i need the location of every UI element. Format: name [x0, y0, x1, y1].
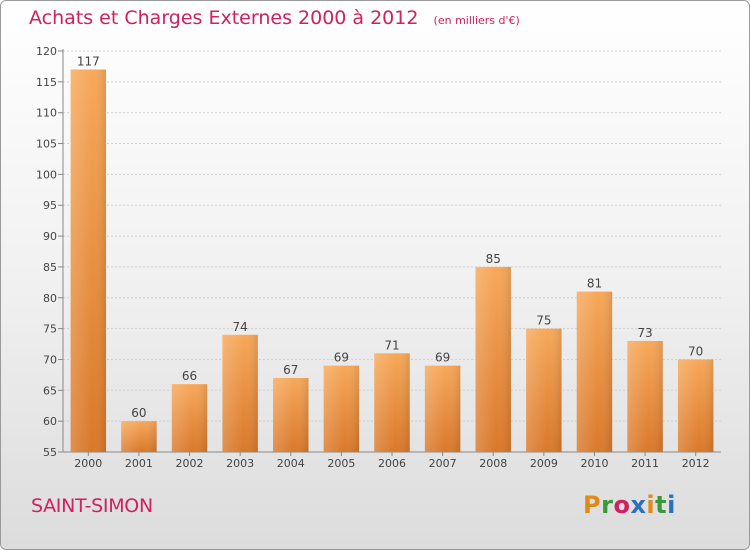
bars: [70, 69, 714, 452]
chart-title: Achats et Charges Externes 2000 à 2012: [29, 7, 419, 29]
bar-shade: [121, 421, 157, 452]
y-tick-label: 75: [43, 323, 57, 336]
y-tick-label: 90: [43, 230, 57, 243]
y-tick-label: 95: [43, 199, 57, 212]
x-tick-label: 2007: [429, 457, 457, 470]
data-label: 70: [688, 344, 703, 358]
proxiti-logo[interactable]: Proxiti: [583, 491, 676, 519]
bar-shade: [374, 353, 410, 452]
logo-letter: o: [613, 491, 631, 519]
y-tick-label: 120: [36, 45, 57, 58]
x-tick-label: 2011: [631, 457, 659, 470]
data-label: 69: [435, 351, 450, 365]
y-tick-label: 55: [43, 446, 57, 459]
bar-shade: [576, 291, 613, 452]
y-tick-label: 105: [36, 138, 57, 151]
y-tick-label: 100: [36, 168, 57, 181]
bar-shade: [323, 365, 360, 452]
bar-shade: [424, 365, 461, 452]
commune-name: SAINT-SIMON: [31, 495, 153, 517]
x-tick-label: 2009: [530, 457, 558, 470]
logo-letter: i: [667, 491, 676, 519]
x-tick-label: 2001: [125, 457, 153, 470]
x-tick-label: 2012: [682, 457, 710, 470]
bar-shade: [222, 334, 258, 452]
logo-letter: r: [601, 491, 614, 519]
x-tick-label: 2002: [176, 457, 204, 470]
bar-shade: [171, 384, 208, 452]
y-tick-label: 65: [43, 384, 57, 397]
chart-subtitle: (en milliers d'€): [433, 14, 520, 27]
x-tick-label: 2006: [378, 457, 406, 470]
data-label: 85: [486, 252, 501, 266]
x-tick-label: 2010: [580, 457, 608, 470]
y-tick-label: 60: [43, 415, 57, 428]
y-tick-label: 85: [43, 261, 57, 274]
logo-letter: i: [646, 491, 656, 519]
y-tick-label: 110: [36, 107, 57, 120]
data-label: 81: [587, 277, 602, 291]
logo-letter: t: [655, 491, 668, 519]
bar-shade: [627, 340, 663, 452]
data-label: 67: [283, 363, 298, 377]
logo-letter: x: [630, 491, 647, 519]
logo-letter: P: [583, 491, 602, 519]
data-label: 69: [334, 351, 349, 365]
bar-shade: [70, 69, 107, 452]
data-label: 73: [637, 326, 652, 340]
data-label: 71: [384, 338, 399, 352]
x-tick-label: 2005: [327, 457, 355, 470]
data-label: 75: [536, 314, 551, 328]
bar-shade: [475, 266, 511, 452]
bar-shade: [677, 359, 714, 452]
bar-shade: [526, 328, 562, 452]
bar-shade: [273, 377, 309, 452]
y-tick-label: 70: [43, 353, 57, 366]
data-label: 74: [233, 320, 248, 334]
x-tick-label: 2000: [74, 457, 102, 470]
title-row: Achats et Charges Externes 2000 à 2012 (…: [29, 7, 520, 37]
data-label: 66: [182, 369, 197, 383]
x-tick-label: 2004: [277, 457, 305, 470]
x-tick-label: 2008: [479, 457, 507, 470]
y-tick-label: 115: [36, 76, 57, 89]
data-label: 60: [131, 406, 146, 420]
y-tick-label: 80: [43, 292, 57, 305]
x-tick-label: 2003: [226, 457, 254, 470]
data-label: 117: [77, 55, 100, 69]
value-labels: 117 60 66 74 67 69 71 69 85 75 81 73 70: [77, 55, 703, 421]
